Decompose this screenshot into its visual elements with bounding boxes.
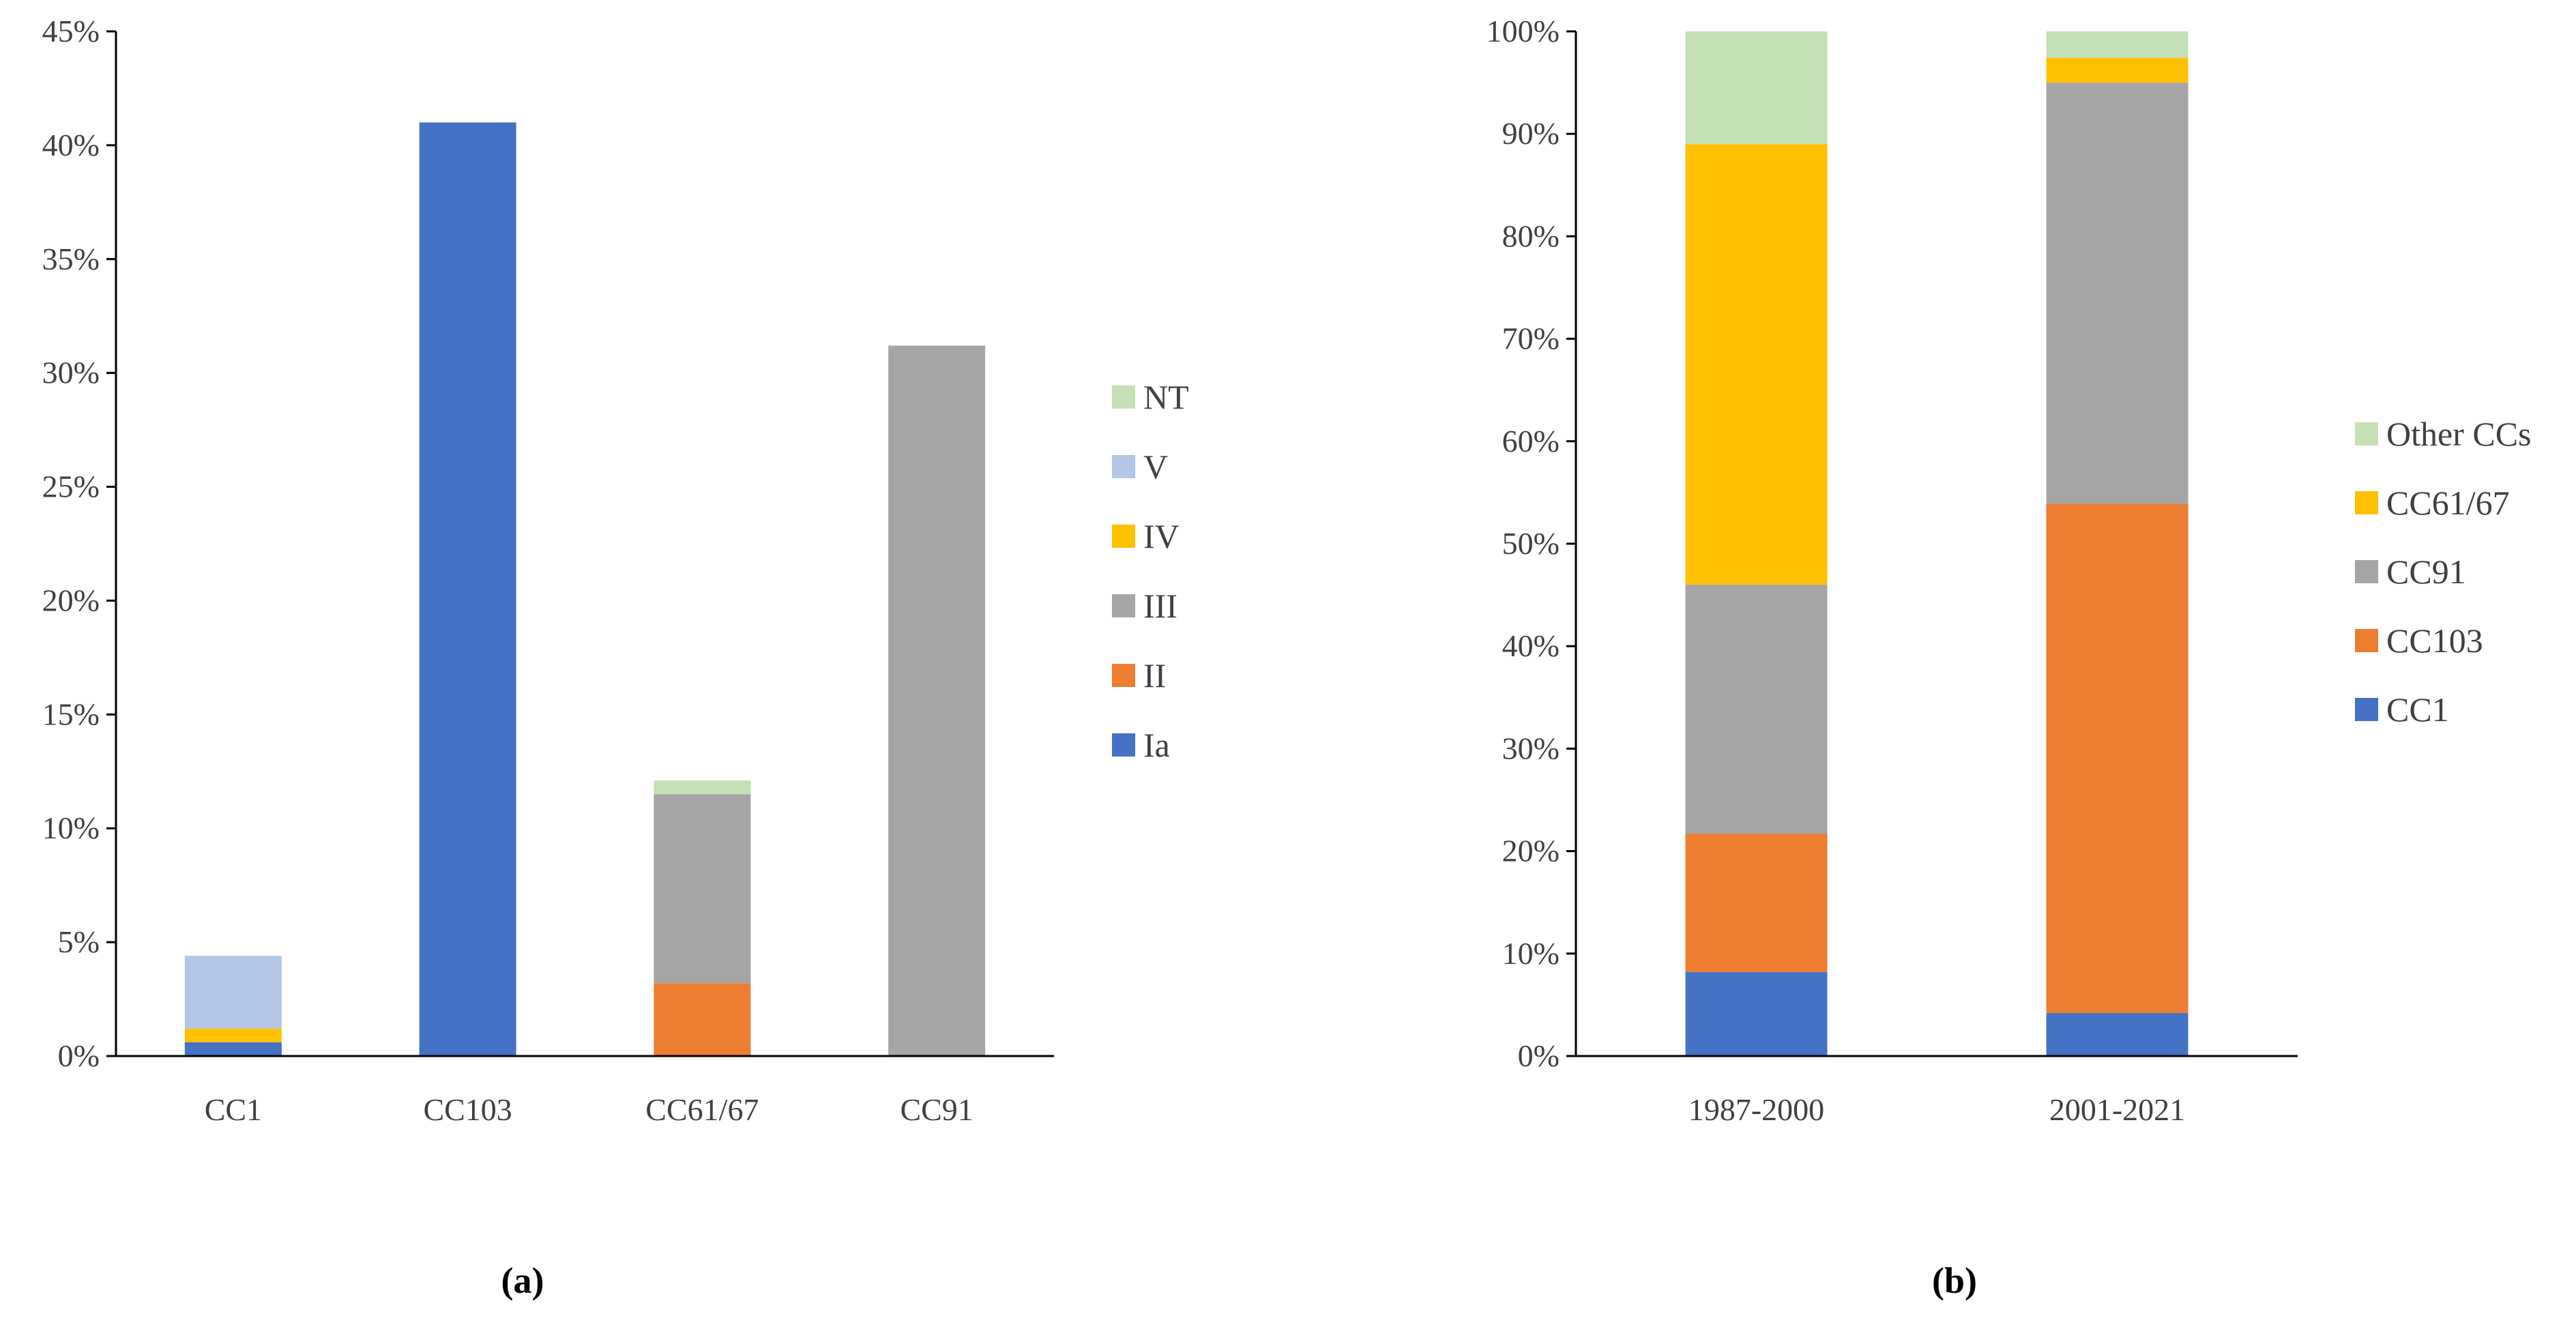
bar-2001-2021-cc1 xyxy=(2046,1012,2189,1056)
x-tick-label: CC61/67 xyxy=(645,1092,759,1127)
y-tick-label: 20% xyxy=(42,583,100,617)
bar-2001-2021-cc61-67 xyxy=(2046,58,2189,83)
legend-label-v: V xyxy=(1143,448,1168,486)
panel-label: (b) xyxy=(1932,1260,1977,1301)
legend-swatch-other-ccs xyxy=(2355,422,2378,445)
y-tick-label: 40% xyxy=(42,128,100,162)
bar-1987-2000-cc91 xyxy=(1685,585,1828,834)
legend-label-cc91: CC91 xyxy=(2386,553,2466,591)
legend-swatch-ia xyxy=(1112,733,1135,757)
y-tick-label: 50% xyxy=(1502,526,1560,561)
legend-swatch-v xyxy=(1112,455,1135,478)
y-tick-label: 25% xyxy=(42,469,100,504)
x-tick-label: CC1 xyxy=(205,1092,262,1127)
legend-label-ia: Ia xyxy=(1143,726,1170,764)
bar-cc1-iv xyxy=(184,1028,282,1042)
x-tick-label: CC103 xyxy=(423,1092,512,1127)
x-tick-label: CC91 xyxy=(900,1092,973,1127)
y-tick-label: 60% xyxy=(1502,424,1560,458)
y-tick-label: 80% xyxy=(1502,218,1560,253)
y-tick-label: 70% xyxy=(1502,321,1560,356)
y-tick-label: 5% xyxy=(58,924,100,959)
legend-label-other-ccs: Other CCs xyxy=(2386,415,2532,453)
y-tick-label: 15% xyxy=(42,697,100,731)
bar-cc103-ia xyxy=(419,122,516,1056)
legend-swatch-cc1 xyxy=(2355,698,2378,721)
legend-swatch-iii xyxy=(1112,594,1135,617)
x-tick-label: 1987-2000 xyxy=(1688,1092,1824,1127)
bar-cc61-67-iii xyxy=(654,794,751,984)
legend-label-ii: II xyxy=(1143,656,1166,694)
bar-1987-2000-cc103 xyxy=(1685,834,1828,972)
y-tick-label: 20% xyxy=(1502,834,1560,868)
y-tick-label: 0% xyxy=(1518,1038,1560,1073)
y-tick-label: 10% xyxy=(42,810,100,845)
legend-label-cc1: CC1 xyxy=(2386,690,2449,729)
panel-label: (a) xyxy=(501,1260,544,1301)
y-tick-label: 0% xyxy=(58,1038,100,1073)
bar-cc91-iii xyxy=(888,345,986,1057)
y-tick-label: 90% xyxy=(1502,116,1560,151)
legend-swatch-cc61-67 xyxy=(2355,491,2378,514)
bar-cc1-v xyxy=(184,956,282,1029)
legend-swatch-cc91 xyxy=(2355,560,2378,583)
legend-label-cc61-67: CC61/67 xyxy=(2386,484,2510,522)
legend-swatch-nt xyxy=(1112,385,1135,409)
bar-2001-2021-cc103 xyxy=(2046,503,2189,1013)
legend-swatch-cc103 xyxy=(2355,629,2378,652)
bar-1987-2000-cc1 xyxy=(1685,971,1828,1056)
legend-label-nt: NT xyxy=(1143,378,1189,416)
legend-label-cc103: CC103 xyxy=(2386,621,2483,660)
y-tick-label: 45% xyxy=(42,14,100,48)
bar-cc1-ia xyxy=(184,1042,282,1056)
y-tick-label: 100% xyxy=(1487,14,1560,48)
legend-label-iii: III xyxy=(1143,587,1177,625)
bar-1987-2000-other-ccs xyxy=(1685,31,1828,145)
y-tick-label: 30% xyxy=(1502,731,1560,765)
y-tick-label: 35% xyxy=(42,241,100,276)
chart-panel-a: 0% 5% 10% 15% 20% 25% 30% 35% 40% 45% CC1 CC103 CC61… xyxy=(42,14,1189,1301)
bar-cc61-67-nt xyxy=(654,780,751,795)
bar-cc61-67-ii xyxy=(654,983,751,1056)
x-tick-label: 2001-2021 xyxy=(2049,1092,2185,1127)
bar-1987-2000-cc61-67 xyxy=(1685,144,1828,585)
bar-2001-2021-other-ccs xyxy=(2046,31,2189,59)
legend-swatch-iv xyxy=(1112,525,1135,548)
y-tick-label: 40% xyxy=(1502,628,1560,663)
y-tick-label: 10% xyxy=(1502,936,1560,971)
legend-swatch-ii xyxy=(1112,664,1135,687)
y-tick-label: 30% xyxy=(42,355,100,390)
legend-label-iv: IV xyxy=(1143,517,1180,555)
bar-2001-2021-cc91 xyxy=(2046,83,2189,504)
chart-panel-b: 0% 10% 20% 30% 40% 50% 60% 70% 80% 90% 100% 1987-20… xyxy=(1487,14,2532,1301)
